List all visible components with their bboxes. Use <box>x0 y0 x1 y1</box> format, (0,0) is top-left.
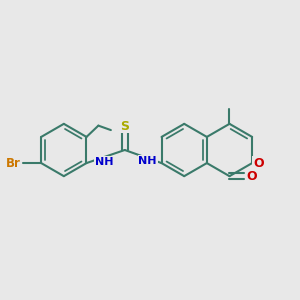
Text: NH: NH <box>95 157 113 167</box>
Text: O: O <box>247 170 257 183</box>
Text: S: S <box>120 120 129 133</box>
Text: O: O <box>253 157 264 169</box>
Text: NH: NH <box>138 156 157 166</box>
Text: Br: Br <box>5 157 20 169</box>
